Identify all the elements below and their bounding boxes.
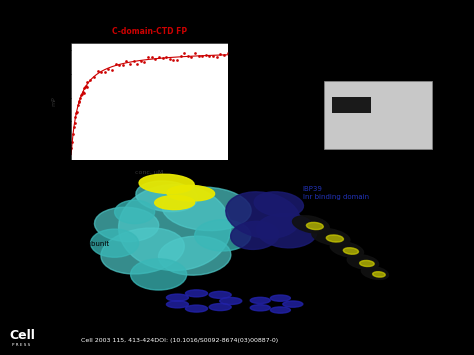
Text: Figure 5: Figure 5	[215, 12, 259, 22]
Ellipse shape	[292, 216, 329, 233]
Text: Cell 2003 115, 413-424DOI: (10.1016/S0092-8674(03)00887-0): Cell 2003 115, 413-424DOI: (10.1016/S009…	[81, 338, 278, 343]
Text: -: -	[413, 56, 416, 65]
Ellipse shape	[270, 295, 291, 301]
Ellipse shape	[256, 213, 317, 248]
Text: B: B	[247, 29, 255, 39]
Text: IBP39
C-domain: IBP39 C-domain	[275, 293, 308, 306]
Text: Cell: Cell	[9, 329, 36, 342]
Ellipse shape	[343, 248, 358, 254]
Ellipse shape	[155, 196, 195, 209]
Ellipse shape	[185, 290, 208, 297]
Text: +: +	[379, 56, 385, 65]
Ellipse shape	[136, 181, 198, 212]
Text: upstream
DNA: upstream DNA	[315, 233, 348, 247]
Ellipse shape	[220, 297, 242, 305]
Ellipse shape	[270, 307, 291, 313]
Ellipse shape	[167, 185, 215, 201]
Ellipse shape	[250, 305, 270, 311]
Ellipse shape	[231, 221, 279, 250]
Text: -: -	[381, 68, 383, 77]
Text: -: -	[381, 44, 383, 54]
Ellipse shape	[209, 291, 231, 298]
Bar	[332, 97, 371, 114]
Ellipse shape	[131, 259, 187, 290]
Text: 15: 15	[312, 124, 319, 129]
Ellipse shape	[195, 220, 251, 251]
Text: C: C	[46, 159, 55, 169]
Ellipse shape	[283, 301, 303, 307]
Text: α-FLAG: α-FLAG	[256, 70, 279, 75]
Text: -: -	[348, 68, 351, 77]
Ellipse shape	[94, 207, 159, 242]
Text: RNAP II
CTD: RNAP II CTD	[155, 293, 180, 306]
Text: downstream
DNA: downstream DNA	[66, 186, 110, 200]
Ellipse shape	[139, 174, 194, 193]
X-axis label: conc, μM: conc, μM	[135, 170, 164, 175]
Text: IBP39
Inr binding domain: IBP39 Inr binding domain	[303, 186, 369, 200]
Ellipse shape	[166, 301, 189, 308]
Ellipse shape	[361, 266, 389, 279]
Ellipse shape	[254, 192, 303, 217]
Ellipse shape	[250, 297, 270, 304]
Bar	[324, 81, 432, 149]
Text: A: A	[36, 31, 46, 41]
Ellipse shape	[226, 192, 300, 238]
Ellipse shape	[91, 229, 138, 257]
Ellipse shape	[347, 255, 379, 269]
Text: 37 kDa: 37 kDa	[299, 83, 319, 88]
Text: C-domain: C-domain	[256, 47, 286, 51]
Ellipse shape	[209, 304, 231, 311]
Ellipse shape	[185, 305, 208, 312]
Text: C-domain-CTD FP: C-domain-CTD FP	[112, 27, 187, 36]
Text: +: +	[346, 44, 353, 54]
Ellipse shape	[158, 236, 231, 275]
Y-axis label: mP: mP	[51, 96, 56, 106]
Text: P R E S S: P R E S S	[12, 343, 30, 347]
Text: -: -	[413, 44, 416, 54]
Ellipse shape	[306, 222, 323, 230]
Ellipse shape	[101, 228, 184, 274]
Ellipse shape	[115, 200, 155, 224]
Text: RNAP II
large subunit: RNAP II large subunit	[63, 233, 109, 247]
Ellipse shape	[162, 187, 251, 230]
Text: 25: 25	[312, 100, 319, 105]
Ellipse shape	[118, 185, 231, 271]
Ellipse shape	[373, 272, 385, 277]
Text: +: +	[411, 68, 418, 77]
Text: RNAPII-CTD: RNAPII-CTD	[256, 58, 292, 63]
Ellipse shape	[166, 294, 189, 301]
Ellipse shape	[330, 242, 364, 257]
Ellipse shape	[312, 229, 350, 245]
Ellipse shape	[360, 261, 374, 267]
Text: +: +	[346, 56, 353, 65]
Ellipse shape	[326, 235, 344, 242]
